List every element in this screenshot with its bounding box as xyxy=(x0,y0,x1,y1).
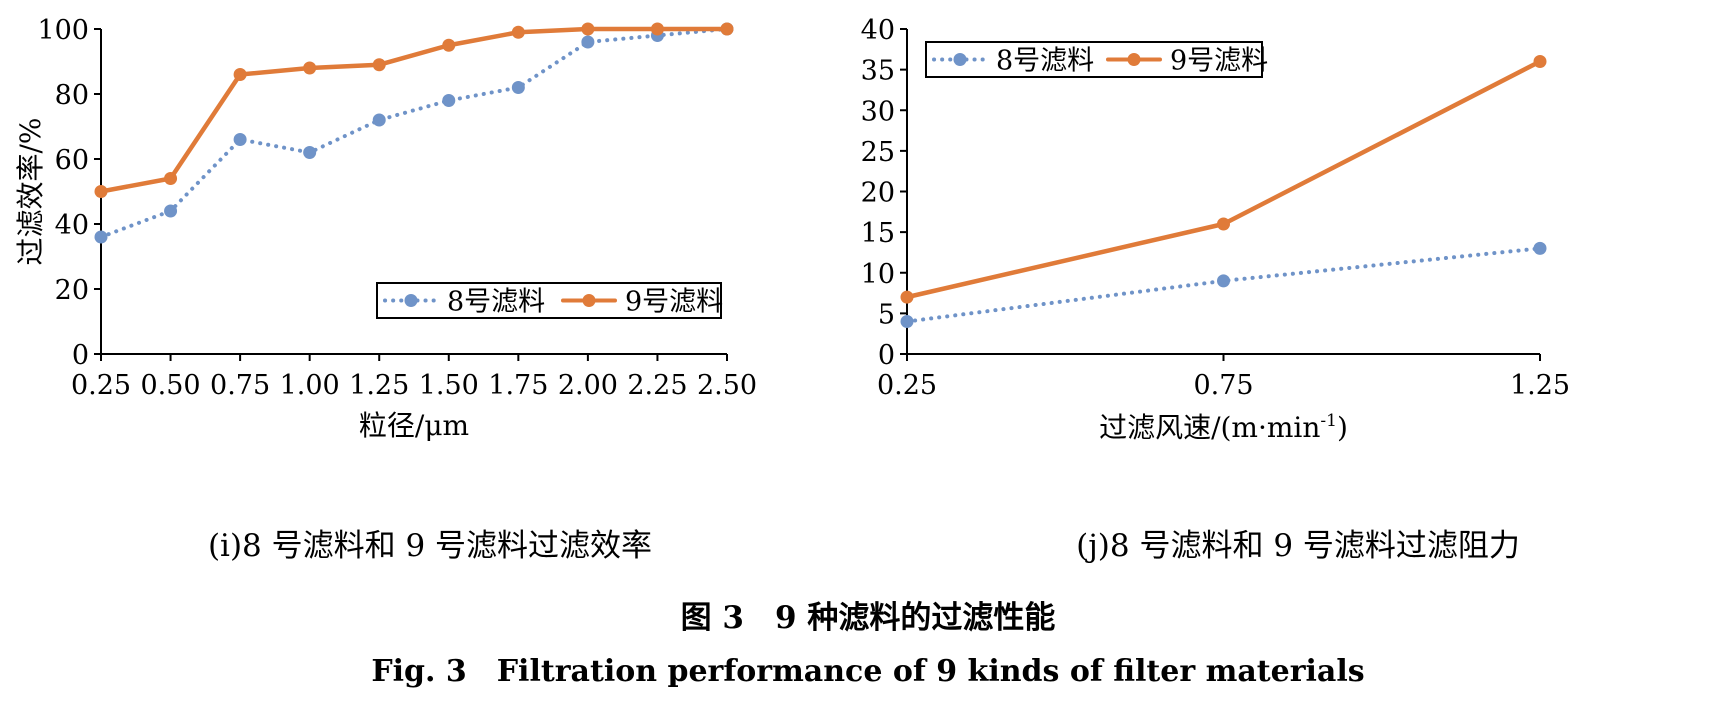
y-tick-label: 20 xyxy=(861,178,895,209)
legend-marker-1 xyxy=(953,53,967,66)
x-tick-label: 1.25 xyxy=(1510,370,1570,401)
x-tick-label: 1.00 xyxy=(280,370,340,401)
data-point-s2-4 xyxy=(303,61,317,75)
data-point-s1-4 xyxy=(303,146,317,159)
chart-filtration-efficiency: 0 20 40 60 80 100 0.25 0.50 0.75 1.00 1.25 1.50 1.75… xyxy=(14,15,757,442)
data-point-s1-3 xyxy=(233,133,247,146)
x-tick-label: 1.25 xyxy=(349,370,409,401)
y-tick-label: 5 xyxy=(878,299,895,330)
y-axis-title: 过滤效率/% xyxy=(14,117,47,265)
y-tick-label: 0 xyxy=(878,340,895,371)
data-point-s1-7 xyxy=(511,81,525,94)
y-tick-label: 80 xyxy=(55,80,89,111)
data-point-s2-3 xyxy=(1533,55,1547,68)
x-tick-label: 1.75 xyxy=(488,370,548,401)
data-point-s2-6 xyxy=(442,38,456,52)
x-tick-label: 2.50 xyxy=(697,370,757,401)
data-point-s2-9 xyxy=(650,22,664,36)
data-point-s2-5 xyxy=(372,58,386,72)
chart-filtration-resistance: 0 5 10 15 20 25 30 35 40 0.25 0.75 1.25 过滤风速/(m·min-… xyxy=(861,15,1570,444)
figure-title-en: Fig. 3 Filtration performance of 9 kinds… xyxy=(371,654,1365,689)
data-point-s1-5 xyxy=(372,113,386,127)
y-tick-label: 100 xyxy=(37,15,89,46)
y-tick-label: 0 xyxy=(72,340,89,371)
subcaption-i: (i)8 号滤料和 9 号滤料过滤效率 xyxy=(207,528,653,564)
data-point-s1-2 xyxy=(1217,274,1230,288)
y-tick-label: 40 xyxy=(55,210,89,241)
data-point-s2-3 xyxy=(233,68,247,81)
legend-label-1: 8号滤料 xyxy=(996,46,1094,77)
y-tick-label: 25 xyxy=(861,137,895,168)
x-tick-label: 0.25 xyxy=(71,370,131,401)
series-line-1 xyxy=(99,27,729,239)
y-tick-label: 60 xyxy=(55,145,89,176)
y-tick-label: 10 xyxy=(861,259,895,290)
y-tick-label: 40 xyxy=(861,15,895,46)
y-tick-label: 15 xyxy=(861,218,895,249)
data-point-s1-6 xyxy=(442,94,456,107)
data-point-s2-1 xyxy=(900,290,914,304)
data-point-s2-2 xyxy=(164,172,178,185)
legend-label-1: 8号滤料 xyxy=(447,287,545,318)
legend-marker-2 xyxy=(1127,53,1141,66)
legend-marker-2 xyxy=(582,294,596,307)
data-point-s2-1 xyxy=(94,185,108,198)
x-tick-label: 1.50 xyxy=(419,370,479,401)
x-tick-label: 0.75 xyxy=(1193,370,1253,401)
data-point-s1-1 xyxy=(900,315,914,328)
x-tick-label: 2.25 xyxy=(627,370,687,401)
series-line-1 xyxy=(905,246,1542,324)
x-tick-label: 0.75 xyxy=(210,370,270,401)
data-point-s1-3 xyxy=(1533,241,1547,255)
series-line-2 xyxy=(904,59,1543,300)
data-point-s2-7 xyxy=(511,25,525,39)
x-tick-label: 0.25 xyxy=(877,370,937,401)
data-point-s2-10 xyxy=(720,22,734,36)
y-tick-label: 35 xyxy=(861,56,895,87)
legend-label-2: 9号滤料 xyxy=(625,287,723,318)
data-point-s1-2 xyxy=(164,204,178,218)
data-point-s1-8 xyxy=(581,35,595,49)
x-tick-label: 2.00 xyxy=(558,370,618,401)
subcaption-j: (j)8 号滤料和 9 号滤料过滤阻力 xyxy=(1076,528,1520,564)
x-tick-label: 0.50 xyxy=(140,370,200,401)
y-tick-label: 30 xyxy=(861,96,895,127)
figure-title-cn: 图 3 9 种滤料的过滤性能 xyxy=(680,600,1056,636)
legend-label-2: 9号滤料 xyxy=(1170,46,1268,77)
data-point-s2-2 xyxy=(1217,217,1230,231)
series-line-2 xyxy=(98,26,730,194)
y-tick-label: 20 xyxy=(55,275,89,306)
x-axis-title: 粒径/μm xyxy=(359,409,469,442)
x-axis-title: 过滤风速/(m·min-1) xyxy=(1099,411,1348,444)
data-point-s1-1 xyxy=(94,230,108,244)
legend-marker-1 xyxy=(404,294,418,307)
data-point-s2-8 xyxy=(581,22,595,36)
